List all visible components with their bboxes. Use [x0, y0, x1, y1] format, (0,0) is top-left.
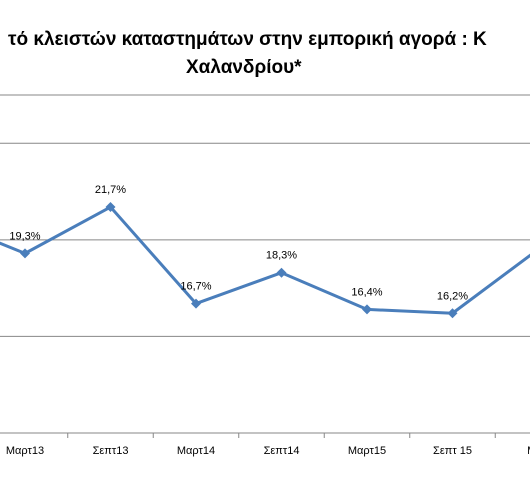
x-tick-label: Μαρτ15	[348, 445, 386, 457]
x-tick-label: Σεπτ 15	[433, 445, 472, 457]
series	[0, 202, 530, 319]
data-label: 16,4%	[351, 286, 382, 298]
data-point	[20, 248, 30, 259]
gridlines	[0, 94, 530, 337]
data-label: 16,2%	[437, 290, 468, 302]
data-label: 18,3%	[266, 250, 297, 262]
x-axis: Μαρτ13 Σεπτ13 Μαρτ14 Σεπτ14 Μαρτ15 Σεπτ 15 Μαρ	[0, 432, 530, 457]
series-line	[0, 205, 530, 315]
data-label: 16,7%	[180, 281, 211, 293]
data-point	[447, 308, 458, 319]
chart-title-line-2: Χαλανδρίου*	[186, 57, 302, 78]
x-tick-label: Μαρτ14	[177, 445, 215, 457]
data-label: 19,3%	[9, 230, 40, 242]
x-tick-label: Σεπτ14	[264, 445, 300, 457]
data-labels: 19,3%21,7%16,7%18,3%16,4%16,2%19	[9, 184, 468, 302]
x-tick-label: Μαρ	[527, 445, 530, 457]
data-point	[105, 202, 116, 213]
data-point	[191, 298, 201, 309]
x-tick-label: Μαρτ13	[6, 445, 44, 457]
data-point	[362, 304, 372, 315]
data-label: 21,7%	[95, 184, 126, 196]
data-point	[276, 267, 287, 278]
x-tick-label: Σεπτ13	[93, 445, 129, 457]
chart-title-line-1: τό κλειστών καταστημάτων στην εμπορική α…	[8, 29, 487, 50]
